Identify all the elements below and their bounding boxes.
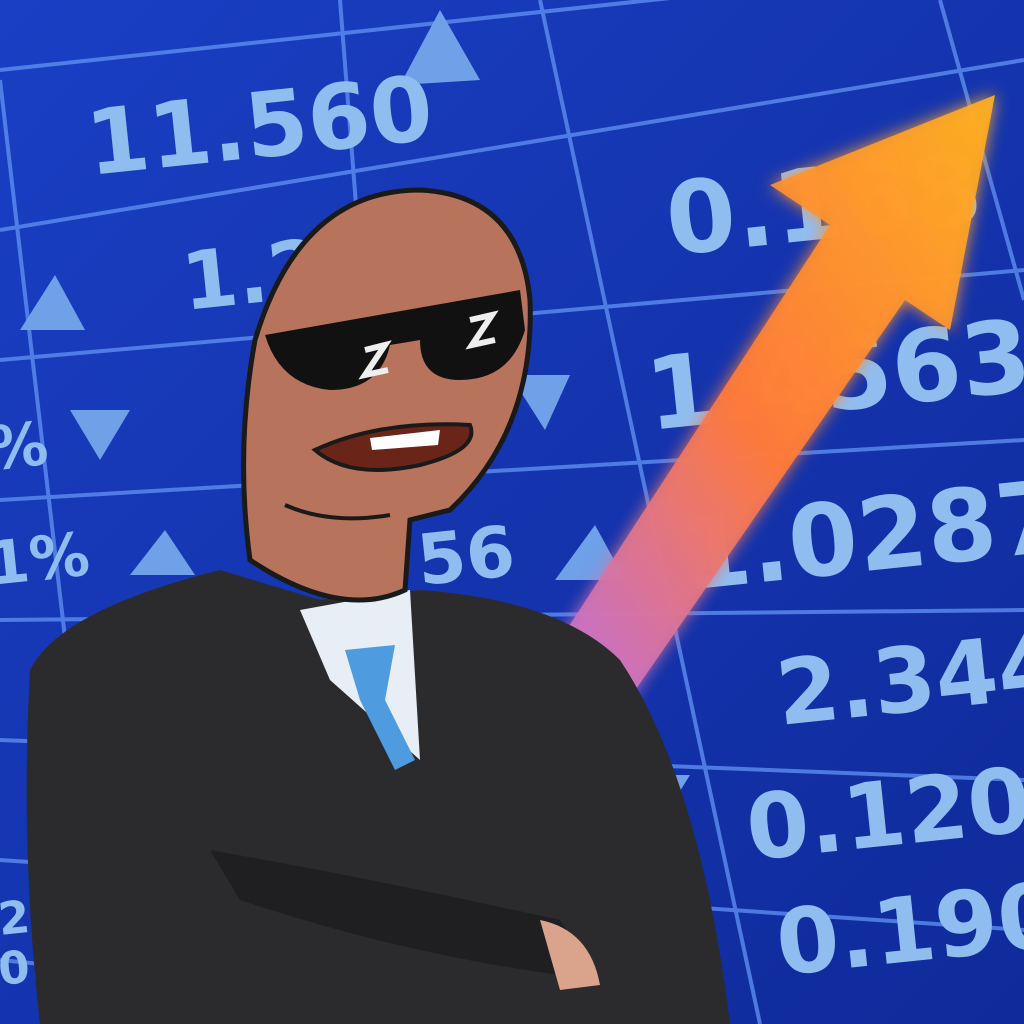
suit xyxy=(26,570,730,1024)
crossed-arms xyxy=(210,850,600,980)
board-number: 56 xyxy=(413,510,518,602)
tie xyxy=(345,645,415,770)
hand xyxy=(540,920,600,990)
sunglasses xyxy=(265,290,525,390)
stonks-arrow xyxy=(560,95,995,705)
chin xyxy=(284,503,391,521)
zzz-eyes xyxy=(358,310,499,380)
board-number: 1% xyxy=(0,520,93,600)
board-number: % xyxy=(0,409,51,485)
character xyxy=(26,187,730,1024)
head xyxy=(241,187,533,603)
teeth xyxy=(370,430,440,450)
